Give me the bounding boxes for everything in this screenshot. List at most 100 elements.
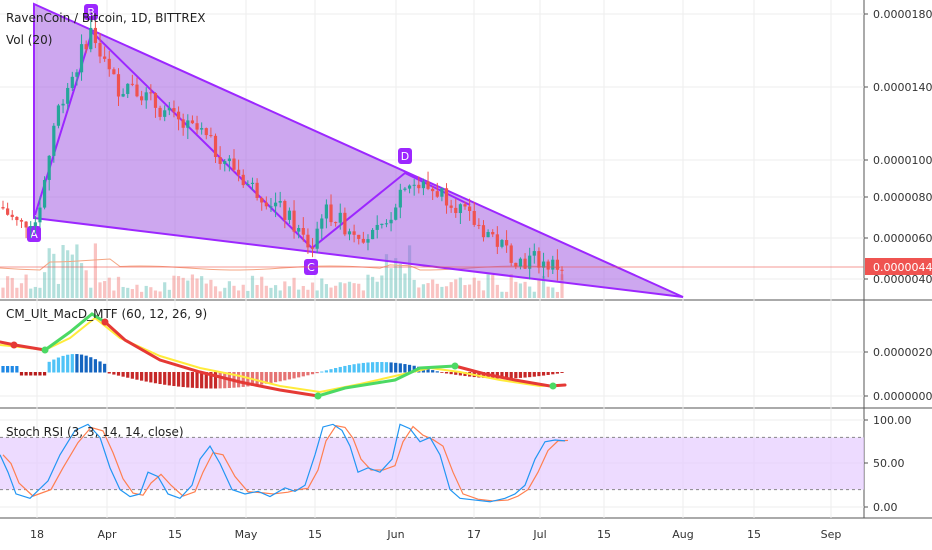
candle-body: [310, 247, 315, 249]
volume-bar: [140, 291, 144, 298]
macd-histogram-bar: [144, 372, 148, 382]
pattern-point-label[interactable]: B: [84, 4, 98, 20]
macd-histogram-bar: [246, 372, 250, 387]
volume-bar: [375, 281, 379, 298]
volume-bars: [0, 243, 564, 298]
candle-body: [1, 207, 5, 209]
volume-bar: [361, 290, 365, 298]
macd-legend[interactable]: CM_Ult_MacD_MTF (60, 12, 26, 9): [6, 307, 207, 321]
macd-histogram-bar: [107, 372, 111, 374]
volume-bar: [278, 290, 282, 298]
time-tick-label: 15: [168, 528, 182, 541]
volume-bar: [384, 254, 389, 298]
stoch-legend[interactable]: Stoch RSI (3, 3, 14, 14, close): [6, 425, 184, 439]
candle-body: [107, 58, 111, 70]
svg-text:A: A: [30, 228, 38, 241]
pattern-point-label[interactable]: D: [398, 148, 412, 164]
candle-body: [454, 207, 458, 214]
volume-bar: [200, 276, 204, 298]
macd-histogram-bar: [375, 362, 379, 373]
volume-bar: [468, 284, 472, 298]
volume-bar: [130, 289, 134, 298]
macd-histogram-bar: [523, 372, 527, 378]
volume-bar: [24, 274, 28, 298]
volume-bar: [431, 279, 435, 298]
volume-bar: [523, 281, 527, 298]
candle-body: [153, 93, 158, 108]
stoch-band: [0, 437, 864, 490]
macd-histogram-bar: [412, 365, 416, 373]
candle-body: [278, 201, 282, 203]
time-tick-label: Sep: [821, 528, 842, 541]
macd-histogram-bar: [403, 364, 407, 373]
macd-line: [43, 312, 107, 352]
volume-bar: [477, 280, 481, 298]
candle-body: [407, 185, 412, 189]
candle-body: [176, 111, 181, 120]
macd-histogram-bar: [389, 362, 393, 373]
volume-bar: [135, 284, 139, 298]
volume-bar: [500, 291, 504, 298]
candle-body: [500, 240, 504, 247]
volume-bar: [449, 282, 453, 298]
macd-histogram-bar: [380, 362, 384, 373]
candle-body: [324, 204, 328, 219]
macd-histogram-bar: [320, 371, 324, 373]
macd-histogram-bar: [126, 372, 130, 378]
macd-histogram-bar: [366, 362, 370, 373]
volume-bar: [52, 253, 56, 298]
volume-bar: [338, 282, 342, 298]
macd-histogram-bar: [384, 362, 389, 373]
candle-body: [237, 169, 241, 175]
volume-bar: [398, 263, 402, 298]
macd-histogram-bar: [112, 372, 116, 375]
candle-body: [468, 206, 472, 211]
candle-body: [417, 184, 421, 189]
candle-body: [287, 210, 292, 220]
macd-histogram-bar: [361, 362, 365, 373]
volume-bar: [33, 286, 37, 298]
macd-histogram-bar: [98, 361, 102, 373]
volume-bar: [84, 270, 88, 298]
volume-legend[interactable]: Vol (20): [6, 33, 52, 47]
macd-histogram-bar: [56, 357, 61, 373]
candle-body: [426, 181, 430, 189]
volume-bar: [426, 283, 430, 298]
macd-histogram-bar: [560, 372, 564, 373]
candle-body: [537, 251, 541, 268]
volume-bar: [504, 291, 509, 298]
macd-histogram-bar: [555, 372, 559, 374]
macd-histogram-bar: [537, 372, 541, 377]
pattern-point-label[interactable]: A: [27, 226, 41, 242]
macd-histogram-bar: [116, 372, 121, 376]
volume-bar: [435, 283, 439, 298]
candle-body: [89, 27, 93, 50]
candle-body: [301, 228, 305, 235]
candle-body: [481, 225, 486, 238]
volume-bar: [227, 281, 231, 298]
candle-body: [375, 224, 379, 230]
macd-histogram-bar: [407, 364, 412, 373]
time-axis[interactable]: 18 Apr 15 May 15 Jun 17 Jul 15 Aug 15 Sep: [30, 528, 841, 541]
stoch-tick-label: 0.00: [873, 501, 898, 514]
symbol-title[interactable]: RavenCoin / Bitcoin, 1D, BITTREX: [6, 11, 206, 25]
triangle-pattern[interactable]: [33, 2, 684, 298]
candle-body: [116, 74, 121, 97]
candle-body: [213, 135, 218, 158]
macd-histogram-bar: [52, 359, 56, 373]
time-tick-label: 15: [747, 528, 761, 541]
volume-bar: [167, 289, 171, 298]
macd-histogram-bar: [200, 372, 204, 389]
macd-cross-dot: [314, 392, 322, 400]
time-tick-label: Jun: [386, 528, 404, 541]
candle-body: [320, 218, 324, 229]
macd-cross-dot: [101, 318, 109, 326]
volume-bar: [107, 277, 111, 298]
macd-histogram-bar: [186, 372, 190, 388]
macd-histogram-bar: [334, 368, 338, 373]
candle-body: [98, 43, 102, 57]
